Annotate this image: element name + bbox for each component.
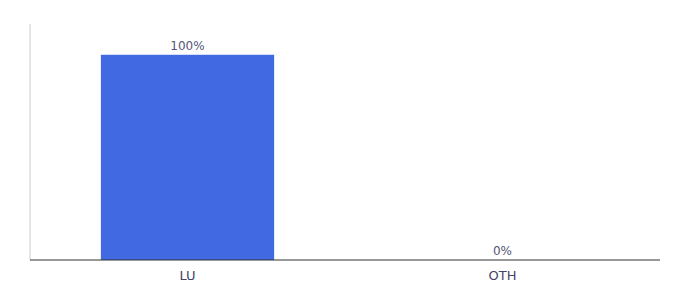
bar (101, 55, 274, 260)
y-axis-line (30, 24, 31, 260)
bars (101, 55, 274, 260)
data-label: 0% (493, 244, 512, 258)
data-label: 100% (170, 39, 204, 53)
x-axis-line (30, 259, 660, 260)
chart: 100% 0% LU OTH (0, 0, 680, 300)
chart-container: 100% 0% LU OTH (0, 0, 680, 300)
x-tick-label: LU (179, 268, 195, 283)
x-tick-label: OTH (489, 268, 517, 283)
